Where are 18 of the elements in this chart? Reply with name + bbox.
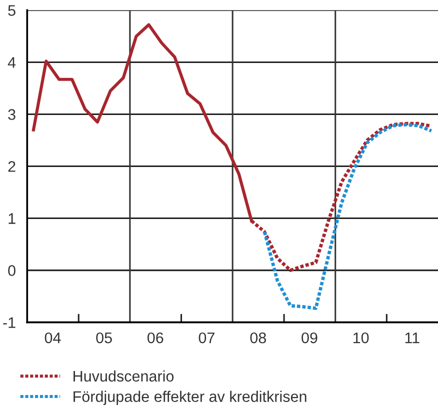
line-series xyxy=(262,122,434,310)
x-tick-label: 09 xyxy=(302,332,318,344)
y-tick-label: -1 xyxy=(3,317,16,328)
x-tick-label: 07 xyxy=(198,332,214,344)
x-tick-label: 08 xyxy=(250,332,266,344)
y-tick-label: 2 xyxy=(8,161,16,172)
y-tick-label: 3 xyxy=(8,109,16,120)
x-tick-label: 06 xyxy=(147,332,164,344)
legend-label: Fördjupade effekter av kreditkrisen xyxy=(74,390,306,405)
y-tick-label: 0 xyxy=(8,265,16,276)
y-tick-label: 1 xyxy=(8,213,16,224)
x-tick-label: 11 xyxy=(405,332,420,344)
y-tick-label: 5 xyxy=(8,5,16,16)
legend-label: Huvudscenario xyxy=(74,370,174,382)
x-tick-label: 10 xyxy=(353,332,369,344)
x-tick-label: 04 xyxy=(44,332,61,344)
x-tick-label: 05 xyxy=(96,332,112,344)
y-tick-label: 4 xyxy=(8,57,16,68)
